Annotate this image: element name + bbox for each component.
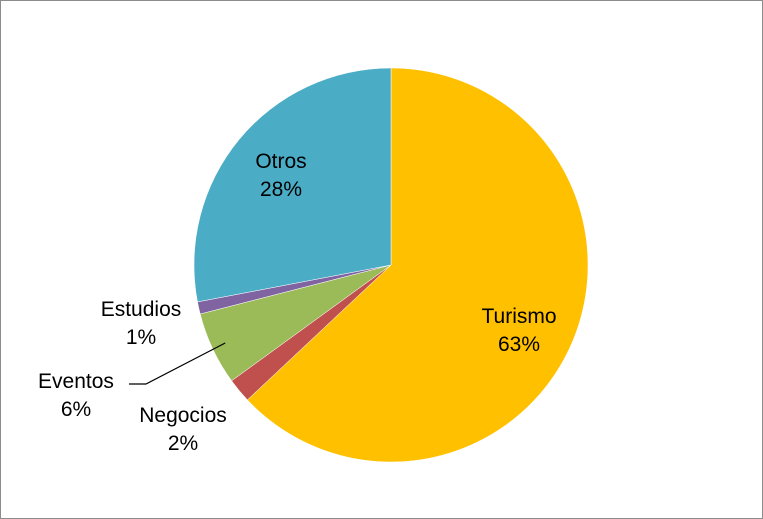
slice-labels: Turismo 63% Negocios 2% Eventos 6% Estudios 1% O… (38, 150, 556, 455)
leader-line-eventos (129, 342, 226, 385)
slice-label-otros: Otros 28% (255, 150, 306, 201)
pie-slice-otros (193, 67, 392, 303)
slice-name-otros: Otros (255, 150, 306, 173)
slice-name-turismo: Turismo (481, 305, 556, 328)
slice-percent-negocios: 2% (168, 432, 198, 455)
pie-slices (193, 67, 589, 463)
slice-percent-estudios: 1% (126, 326, 156, 349)
slice-percent-eventos: 6% (61, 398, 91, 421)
slice-label-estudios: Estudios 1% (101, 298, 182, 349)
leader-lines (129, 342, 226, 385)
slice-percent-otros: 28% (260, 178, 302, 201)
slice-name-estudios: Estudios (101, 298, 182, 321)
slice-name-negocios: Negocios (139, 404, 227, 427)
slice-label-negocios: Negocios 2% (139, 404, 227, 455)
slice-name-eventos: Eventos (38, 370, 114, 393)
slice-percent-turismo: 63% (498, 333, 540, 356)
slice-label-eventos: Eventos 6% (38, 370, 114, 421)
pie-slice-turismo (247, 67, 589, 463)
slice-label-turismo: Turismo 63% (481, 305, 556, 356)
